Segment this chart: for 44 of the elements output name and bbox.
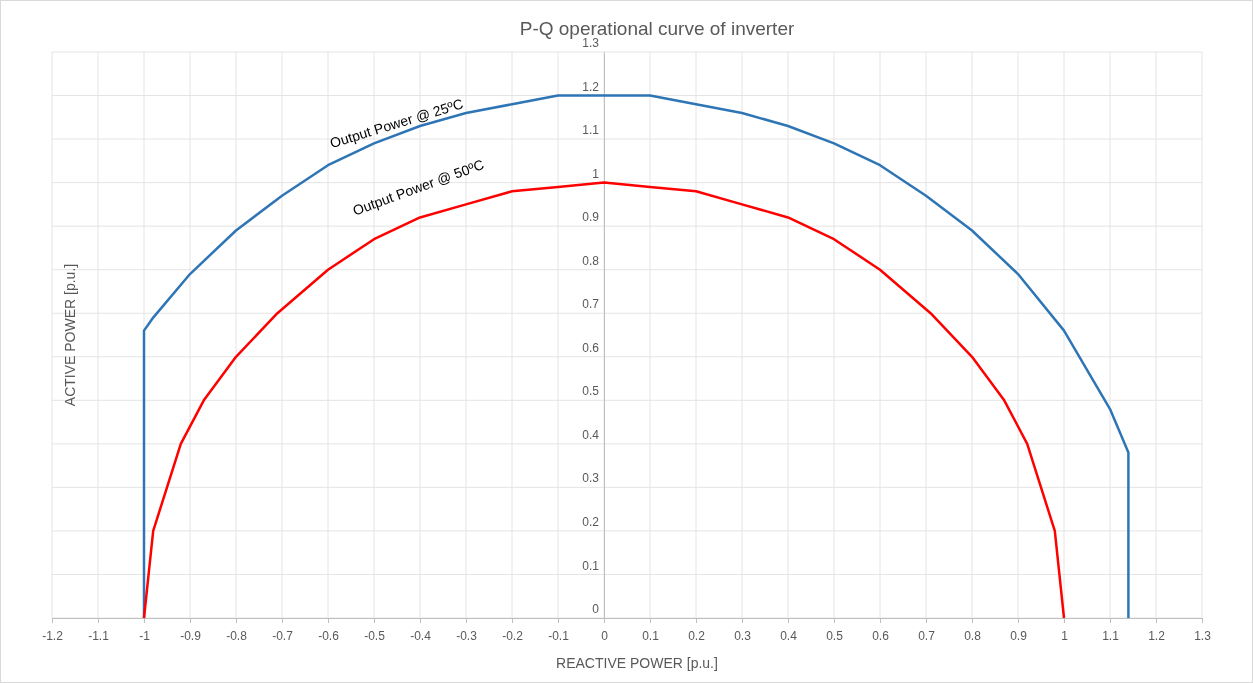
x-tick-label: 0.2 (688, 629, 706, 644)
x-tick-label: 1.2 (1148, 629, 1166, 644)
chart-title: P-Q operational curve of inverter (519, 18, 795, 39)
x-tick-label: 0.4 (780, 629, 798, 644)
y-tick-label: 0.8 (582, 253, 600, 268)
x-tick-label: 1 (1061, 629, 1069, 644)
x-tick-label: -0.7 (272, 629, 294, 644)
y-tick-label: 1.2 (582, 79, 600, 94)
y-tick-label: 0.6 (582, 340, 600, 355)
y-tick-label: 0.7 (582, 297, 600, 312)
y-tick-label: 0.3 (582, 471, 600, 486)
y-tick-label: 1.3 (582, 36, 600, 51)
x-tick-label: 0.9 (1010, 629, 1028, 644)
y-tick-label: 1.1 (582, 123, 600, 138)
y-tick-label: 1 (592, 166, 600, 181)
y-tick-label: 0.1 (582, 558, 600, 573)
y-tick-label: 0.5 (582, 384, 600, 399)
x-tick-label: 1.3 (1194, 629, 1212, 644)
y-axis-title: ACTIVE POWER [p.u.] (62, 263, 78, 407)
x-tick-label: 0.8 (964, 629, 982, 644)
x-tick-label: -0.9 (180, 629, 202, 644)
x-tick-label: 0.1 (642, 629, 660, 644)
x-tick-label: -0.4 (410, 629, 432, 644)
y-tick-label: 0.2 (582, 515, 600, 530)
x-tick-label: 1.1 (1102, 629, 1120, 644)
y-tick-label: 0.9 (582, 210, 600, 225)
annotation: Output Power @ 50ºC (350, 156, 487, 219)
x-tick-label: -1 (139, 629, 151, 644)
x-tick-label: 0.3 (734, 629, 752, 644)
x-axis-title: REACTIVE POWER [p.u.] (556, 655, 718, 671)
x-tick-label: -0.2 (502, 629, 524, 644)
x-tick-label: -1.1 (88, 629, 110, 644)
x-tick-label: -0.6 (318, 629, 340, 644)
y-tick-label: 0.4 (582, 427, 600, 442)
x-tick-label: -0.5 (364, 629, 386, 644)
x-tick-label: 0.5 (826, 629, 844, 644)
annotation: Output Power @ 25ºC (328, 95, 466, 152)
x-tick-label: -0.3 (456, 629, 478, 644)
y-tick-label: 0 (592, 602, 600, 617)
x-tick-label: -0.8 (226, 629, 248, 644)
x-tick-label: -1.2 (42, 629, 64, 644)
x-tick-label: 0.6 (872, 629, 890, 644)
x-tick-label: -0.1 (548, 629, 570, 644)
x-tick-label: 0.7 (918, 629, 936, 644)
